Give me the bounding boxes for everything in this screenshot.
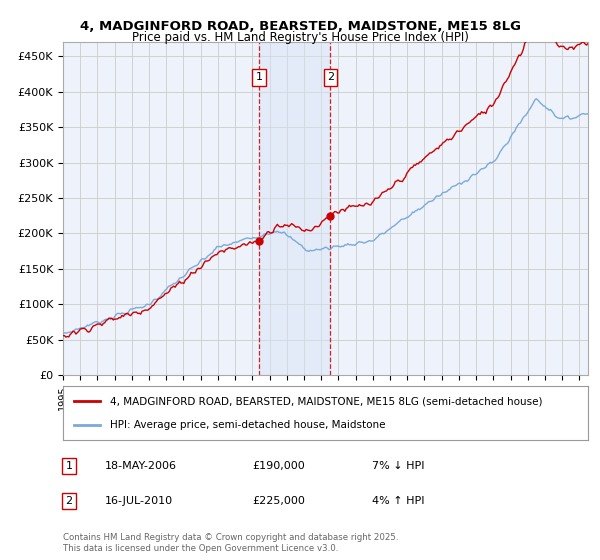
Text: 1: 1 (256, 72, 262, 82)
Bar (259, 42, 331, 375)
Text: HPI: Average price, semi-detached house, Maidstone: HPI: Average price, semi-detached house,… (110, 419, 386, 430)
Text: 4% ↑ HPI: 4% ↑ HPI (372, 496, 425, 506)
Text: 4, MADGINFORD ROAD, BEARSTED, MAIDSTONE, ME15 8LG: 4, MADGINFORD ROAD, BEARSTED, MAIDSTONE,… (79, 20, 521, 32)
Text: 16-JUL-2010: 16-JUL-2010 (105, 496, 173, 506)
Text: Contains HM Land Registry data © Crown copyright and database right 2025.
This d: Contains HM Land Registry data © Crown c… (63, 533, 398, 553)
Text: £225,000: £225,000 (252, 496, 305, 506)
Text: 2: 2 (65, 496, 73, 506)
Text: 1: 1 (65, 461, 73, 471)
Text: 7% ↓ HPI: 7% ↓ HPI (372, 461, 425, 471)
Text: 4, MADGINFORD ROAD, BEARSTED, MAIDSTONE, ME15 8LG (semi-detached house): 4, MADGINFORD ROAD, BEARSTED, MAIDSTONE,… (110, 396, 543, 407)
Text: £190,000: £190,000 (252, 461, 305, 471)
Text: 18-MAY-2006: 18-MAY-2006 (105, 461, 177, 471)
Text: 2: 2 (327, 72, 334, 82)
Text: Price paid vs. HM Land Registry's House Price Index (HPI): Price paid vs. HM Land Registry's House … (131, 31, 469, 44)
